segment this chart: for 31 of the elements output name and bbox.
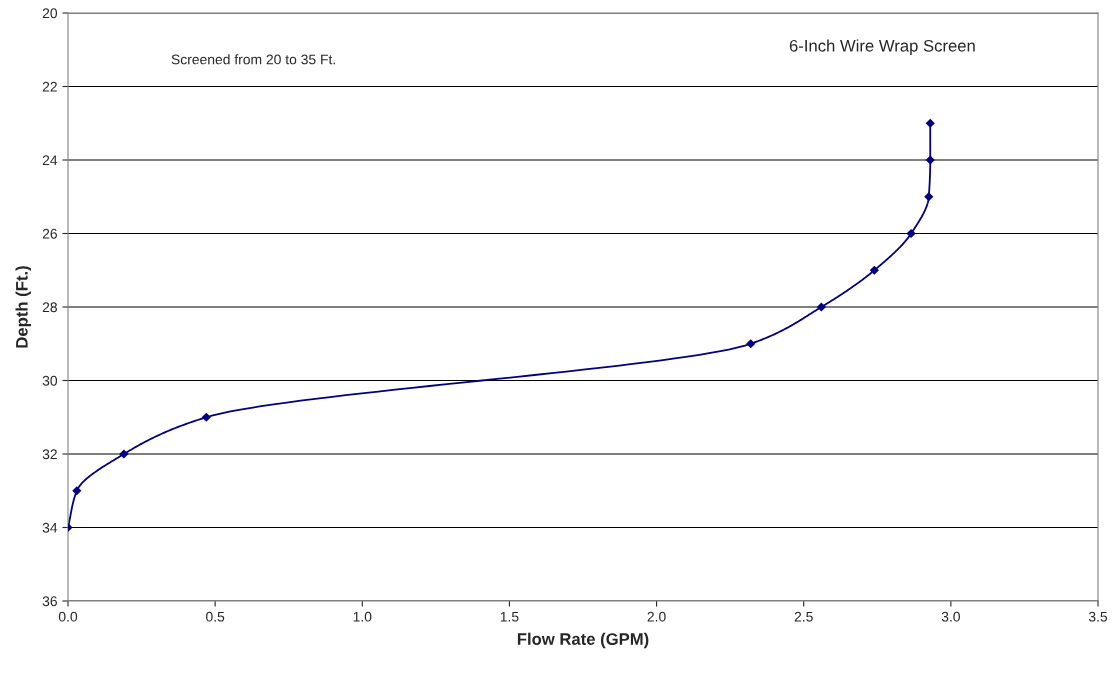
x-tick-label: 0.0 <box>58 611 78 622</box>
y-tick-label: 26 <box>42 228 57 239</box>
point <box>924 192 934 202</box>
x-tick-label: 0.5 <box>206 611 225 622</box>
x-tick-label: 3.5 <box>1088 611 1108 622</box>
y-tick-label: 30 <box>42 375 58 386</box>
x-tick-label: 1.0 <box>353 611 372 622</box>
y-tick-label: 32 <box>42 449 57 460</box>
x-tick-label: 2.5 <box>794 611 813 622</box>
y-tick-label: 22 <box>42 81 57 92</box>
x-tick-label: 1.5 <box>500 611 519 622</box>
annotation: 6-Inch Wire Wrap Screen <box>789 39 975 55</box>
point <box>869 265 879 275</box>
point <box>746 339 756 349</box>
x-tick-label: 2.0 <box>647 611 666 622</box>
point <box>925 155 935 165</box>
point <box>925 118 935 128</box>
point <box>119 449 129 459</box>
x-axis-title: Flow Rate (GPM) <box>517 632 649 649</box>
annotation: Screened from 20 to 35 Ft. <box>171 54 335 65</box>
point <box>72 486 82 496</box>
point <box>906 228 916 239</box>
y-tick-label: 34 <box>42 522 58 533</box>
point <box>816 302 826 312</box>
y-tick-label: 28 <box>42 302 57 313</box>
y-tick-label: 36 <box>42 596 57 607</box>
y-tick-label: 20 <box>42 8 58 19</box>
y-tick-label: 24 <box>42 155 58 166</box>
point <box>201 412 211 422</box>
x-tick-label: 3.0 <box>941 611 960 622</box>
y-axis-title: Depth (Ft.) <box>15 266 32 348</box>
